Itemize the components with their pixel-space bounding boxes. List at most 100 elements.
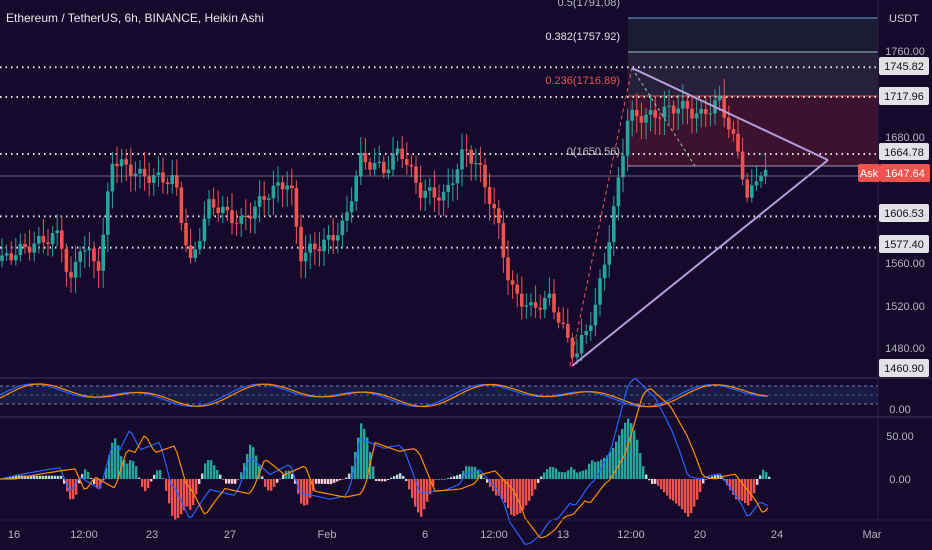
candle-body — [0, 255, 4, 261]
macd-histogram-bar — [513, 479, 516, 517]
candle-body — [234, 223, 239, 225]
price-badge: 1577.40 — [884, 239, 924, 251]
macd-histogram-bar — [591, 460, 594, 479]
macd-histogram-bar — [114, 438, 117, 479]
macd-histogram-bar — [498, 479, 501, 496]
price-axis[interactable]: USDT 1760.00 1680.00 1560.00 1520.00 148… — [877, 0, 925, 520]
date-tick: 12:00 — [70, 529, 98, 541]
candle-body — [497, 208, 501, 224]
macd-histogram-bar — [669, 479, 672, 500]
date-tick: 20 — [694, 529, 706, 541]
candle-body — [520, 293, 524, 307]
macd-histogram-bar — [351, 466, 354, 479]
macd-histogram-bar — [99, 479, 102, 489]
macd-histogram-bar — [132, 461, 135, 479]
macd-histogram-bar — [570, 467, 573, 479]
macd-histogram-bar — [108, 455, 111, 479]
triangle-pattern[interactable] — [569, 67, 829, 367]
candle-body — [32, 243, 36, 253]
macd-histogram-bar — [51, 475, 54, 479]
candle-body — [326, 235, 331, 240]
macd-histogram-bar — [717, 474, 720, 479]
macd-histogram-bar — [411, 479, 414, 499]
candle-body — [612, 206, 616, 243]
macd-histogram-bar — [240, 472, 243, 479]
macd-histogram-bar — [171, 479, 174, 516]
macd-histogram-bar — [201, 473, 204, 479]
date-tick: Feb — [318, 529, 337, 541]
price-badge: 1745.82 — [884, 61, 924, 73]
candle-body — [543, 298, 547, 310]
macd-histogram-bar — [45, 475, 48, 479]
macd-histogram-bar — [711, 476, 714, 479]
price-badge: 1460.90 — [884, 363, 924, 375]
macd-histogram-bar — [579, 471, 582, 479]
macd-histogram-bar — [549, 466, 552, 479]
candle-body — [506, 257, 510, 281]
price-tick: 1520.00 — [885, 301, 925, 313]
candle-body — [382, 161, 386, 174]
candle-body — [547, 293, 552, 299]
macd-histogram-bar — [162, 478, 165, 479]
macd-histogram-bar — [336, 479, 339, 482]
macd-histogram-bar — [54, 475, 57, 479]
macd-histogram-bar — [123, 459, 126, 479]
date-tick: 13 — [557, 529, 569, 541]
macd-histogram-bar — [660, 479, 663, 490]
candle-body — [653, 110, 657, 118]
macd-histogram-bar — [459, 474, 462, 479]
macd-histogram-bar — [252, 447, 255, 479]
macd-histogram-bar — [393, 476, 396, 479]
candle-body — [50, 233, 55, 245]
macd-histogram-bar — [402, 475, 405, 479]
macd-histogram-bar — [225, 479, 228, 484]
candle-body — [740, 151, 745, 180]
macd-histogram-bar — [597, 461, 600, 479]
macd-histogram-bar — [12, 476, 15, 479]
macd-histogram-bar — [627, 418, 630, 479]
macd-histogram-bar — [354, 451, 357, 479]
macd-histogram-bar — [504, 479, 507, 503]
candle-body — [570, 337, 575, 358]
candle-body — [556, 312, 561, 323]
candle-body — [285, 185, 289, 190]
macd-histogram-bar — [189, 479, 192, 510]
candle-body — [179, 187, 184, 223]
candle-body — [372, 163, 377, 170]
candle-body — [41, 235, 46, 243]
macd-histogram-bar — [639, 452, 642, 479]
macd-histogram-bar — [231, 479, 234, 484]
macd-histogram-bar — [441, 478, 444, 480]
macd-histogram-bar — [675, 479, 678, 504]
macd-histogram-bar — [666, 479, 669, 496]
macd-histogram-bar — [237, 479, 240, 480]
candle-body — [676, 108, 680, 114]
macd-histogram-bar — [228, 479, 231, 484]
candle-body — [184, 222, 188, 246]
candle-body — [188, 245, 193, 259]
macd-histogram-bar — [213, 465, 216, 479]
ask-label: Ask — [860, 168, 879, 180]
ask-price: 1647.64 — [885, 168, 925, 180]
candle-body — [681, 100, 685, 109]
candle-body — [9, 253, 13, 261]
macd-histogram-bar — [312, 479, 315, 491]
candle-body — [566, 324, 570, 338]
rsi-axis-label: 0.00 — [889, 404, 910, 416]
candle-body — [648, 110, 653, 115]
candle-body — [418, 182, 423, 198]
macd-histogram-bar — [264, 479, 267, 487]
price-badge: 1606.53 — [884, 208, 924, 220]
candle-body — [763, 169, 768, 177]
macd-histogram-bar — [489, 479, 492, 487]
macd-histogram-bar — [156, 470, 159, 479]
candle-body — [515, 284, 519, 294]
candle-body — [170, 175, 174, 185]
macd-histogram-bar — [345, 477, 348, 479]
time-axis[interactable]: 16 12:00 23 27 Feb 6 12:00 13 12:00 20 2… — [0, 519, 932, 541]
macd-histogram-bar — [636, 439, 639, 479]
macd-histogram-bar — [438, 478, 441, 480]
macd-histogram-bar — [348, 473, 351, 479]
candle-body — [579, 335, 584, 354]
